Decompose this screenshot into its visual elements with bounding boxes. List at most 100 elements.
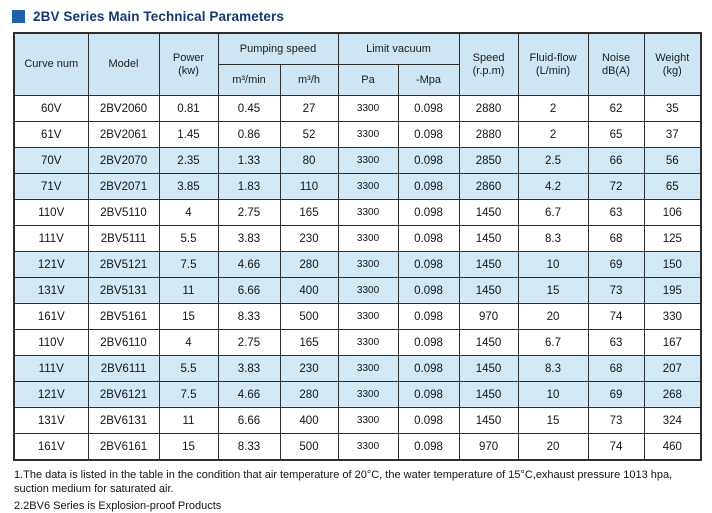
cell-mpa: 0.098 [397,277,460,304]
cell-m3h: 400 [279,407,339,434]
col-header-model: Model [87,32,160,96]
cell-m3min: 6.66 [217,407,281,434]
cell-pa: 3300 [337,277,399,304]
cell-m3min: 3.83 [217,225,281,252]
cell-power: 7.5 [158,251,219,278]
cell-model: 2BV2071 [87,173,160,200]
cell-m3min: 8.33 [217,433,281,461]
cell-weight: 460 [643,433,702,461]
cell-speed: 1450 [458,277,519,304]
table-row: 161V 2BV6161 15 8.33 500 3300 0.098 970 20 74 460 [13,433,702,461]
cell-m3h: 80 [279,147,339,174]
cell-weight: 37 [643,121,702,148]
cell-pa: 3300 [337,95,399,122]
cell-pa: 3300 [337,199,399,226]
cell-speed: 970 [458,303,519,330]
col-header-weight-line2: (kg) [662,64,682,77]
col-header-pumping-speed: Pumping speed [217,32,339,65]
cell-curve: 71V [13,173,89,200]
table-row: 70V 2BV2070 2.35 1.33 80 3300 0.098 2850 2.5 66 56 [13,147,702,174]
cell-speed: 1450 [458,407,519,434]
cell-model: 2BV6111 [87,355,160,382]
cell-mpa: 0.098 [397,173,460,200]
col-header-noise-line1: Noise [601,51,631,64]
cell-model: 2BV5111 [87,225,160,252]
cell-m3h: 165 [279,329,339,356]
cell-mpa: 0.098 [397,121,460,148]
cell-fluid: 8.3 [517,355,589,382]
cell-weight: 150 [643,251,702,278]
table-row: 61V 2BV2061 1.45 0.86 52 3300 0.098 2880 2 65 37 [13,121,702,148]
cell-model: 2BV5161 [87,303,160,330]
header-row-2: m³/min m³/h Pa -Mpa [14,64,701,96]
cell-curve: 131V [13,407,89,434]
cell-mpa: 0.098 [397,381,460,408]
cell-model: 2BV6131 [87,407,160,434]
col-header-speed-line1: Speed [472,51,505,64]
cell-power: 2.35 [158,147,219,174]
cell-power: 7.5 [158,381,219,408]
cell-speed: 1450 [458,355,519,382]
cell-noise: 72 [587,173,645,200]
col-header-power: Power (kw) [158,32,219,96]
cell-noise: 73 [587,277,645,304]
table-row: 121V 2BV5121 7.5 4.66 280 3300 0.098 1450 10 69 15… [13,251,702,278]
cell-m3min: 1.33 [217,147,281,174]
cell-fluid: 10 [517,381,589,408]
cell-noise: 74 [587,303,645,330]
cell-model: 2BV5131 [87,277,160,304]
table-row: 131V 2BV5131 11 6.66 400 3300 0.098 1450 15 73 195 [13,277,702,304]
col-header-speed-line2: (r.p.m) [472,64,505,77]
cell-noise: 68 [587,225,645,252]
cell-curve: 110V [13,329,89,356]
cell-fluid: 6.7 [517,199,589,226]
table-row: 71V 2BV2071 3.85 1.83 110 3300 0.098 2860 4.2 72 6… [13,173,702,200]
cell-power: 15 [158,303,219,330]
col-header-mpa: -Mpa [397,64,460,96]
cell-pa: 3300 [337,121,399,148]
cell-mpa: 0.098 [397,199,460,226]
cell-fluid: 2 [517,95,589,122]
cell-power: 3.85 [158,173,219,200]
cell-curve: 121V [13,381,89,408]
cell-model: 2BV2060 [87,95,160,122]
cell-mpa: 0.098 [397,355,460,382]
cell-m3min: 0.45 [217,95,281,122]
col-header-m3min: m³/min [217,64,281,96]
table-row: 121V 2BV6121 7.5 4.66 280 3300 0.098 1450 10 69 26… [13,381,702,408]
cell-speed: 1450 [458,251,519,278]
cell-curve: 161V [13,433,89,461]
cell-noise: 65 [587,121,645,148]
cell-model: 2BV6110 [87,329,160,356]
cell-speed: 2850 [458,147,519,174]
cell-pa: 3300 [337,251,399,278]
cell-m3h: 500 [279,433,339,461]
table-row: 111V 2BV5111 5.5 3.83 230 3300 0.098 1450 8.3 68 1… [13,225,702,252]
cell-fluid: 6.7 [517,329,589,356]
cell-m3h: 110 [279,173,339,200]
cell-mpa: 0.098 [397,251,460,278]
table-row: 60V 2BV2060 0.81 0.45 27 3300 0.098 2880 2 62 35 [13,95,702,122]
cell-mpa: 0.098 [397,433,460,461]
table-row: 110V 2BV5110 4 2.75 165 3300 0.098 1450 6.7 63 106 [13,199,702,226]
cell-pa: 3300 [337,303,399,330]
col-header-limit-vacuum: Limit vacuum [337,32,460,65]
cell-noise: 66 [587,147,645,174]
cell-noise: 69 [587,251,645,278]
cell-fluid: 10 [517,251,589,278]
cell-fluid: 20 [517,303,589,330]
cell-pa: 3300 [337,329,399,356]
cell-speed: 1450 [458,199,519,226]
cell-speed: 2860 [458,173,519,200]
cell-m3min: 1.83 [217,173,281,200]
cell-m3h: 280 [279,251,339,278]
cell-power: 11 [158,407,219,434]
cell-fluid: 20 [517,433,589,461]
cell-weight: 106 [643,199,702,226]
table-body: 60V 2BV2060 0.81 0.45 27 3300 0.098 2880 2 62 35 61… [13,95,702,461]
cell-mpa: 0.098 [397,329,460,356]
parameters-table: Curve num Model Power (kw) Pumping speed… [13,32,703,461]
cell-curve: 60V [13,95,89,122]
col-header-m3h: m³/h [279,64,339,96]
cell-fluid: 4.2 [517,173,589,200]
